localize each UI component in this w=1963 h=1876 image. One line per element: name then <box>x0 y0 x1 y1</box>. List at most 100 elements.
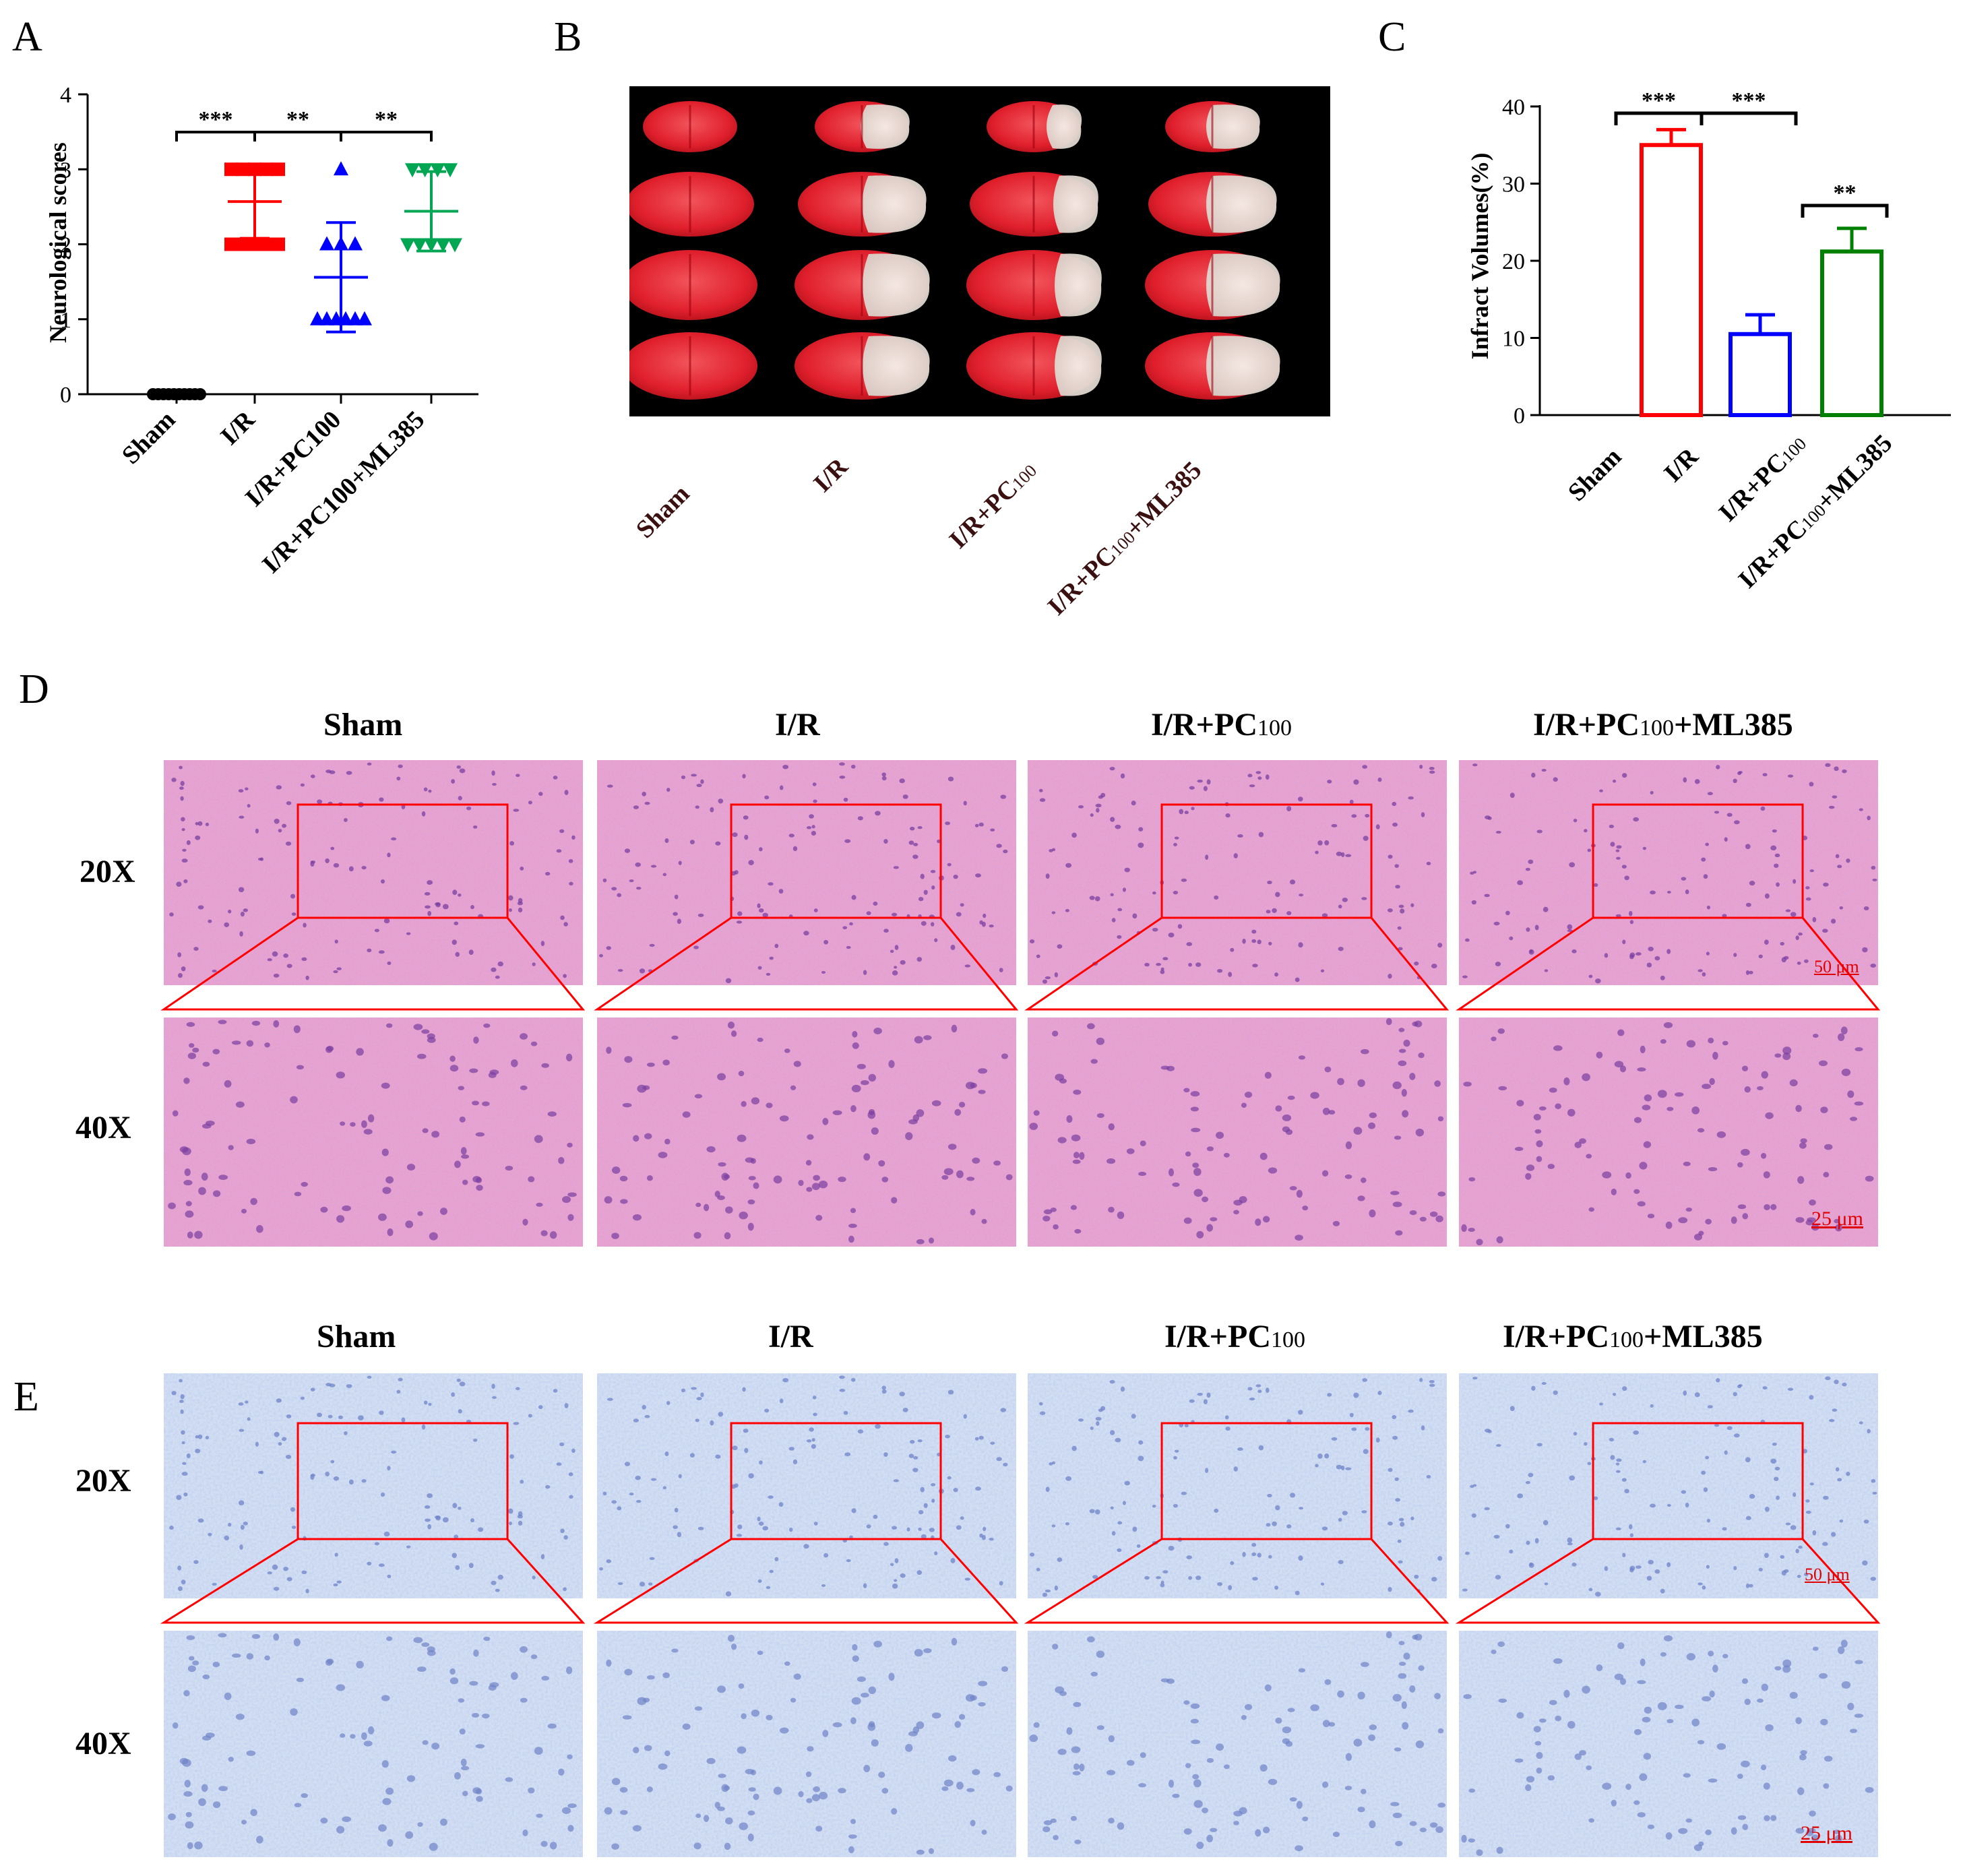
d-scalebar-40x: 25 μm <box>1811 1208 1863 1230</box>
cell <box>1461 1835 1467 1843</box>
cell <box>1470 871 1474 875</box>
cell <box>1337 1077 1344 1086</box>
cell <box>1588 1207 1594 1212</box>
cell <box>1162 957 1169 961</box>
cell <box>1639 1162 1648 1170</box>
cell <box>892 970 898 976</box>
cell <box>693 1842 702 1850</box>
cell <box>1197 1392 1203 1396</box>
cell <box>1408 796 1414 800</box>
cell <box>1584 1442 1588 1446</box>
cell <box>1797 1787 1805 1795</box>
cell <box>599 953 603 958</box>
cell <box>606 1559 611 1563</box>
cell <box>1737 1204 1747 1210</box>
cell <box>1830 918 1836 924</box>
cell <box>385 1176 394 1184</box>
cell <box>1555 1715 1561 1722</box>
cell <box>228 909 232 914</box>
cell <box>406 932 411 935</box>
cell <box>1368 1122 1376 1129</box>
cell <box>815 1825 823 1832</box>
cell <box>427 880 433 885</box>
cell <box>993 1772 1001 1778</box>
cell <box>1402 1110 1409 1118</box>
significance-label: *** <box>199 107 233 132</box>
cell <box>507 1508 513 1514</box>
cell <box>718 799 724 804</box>
cell <box>274 1431 280 1437</box>
cell <box>839 762 845 766</box>
e-col-header-ir-pc100: I/R+PC100 <box>1164 1319 1306 1354</box>
cell <box>1498 1086 1507 1091</box>
cell <box>1629 1533 1634 1538</box>
cell <box>983 1526 987 1532</box>
cell <box>619 1787 628 1793</box>
cell <box>336 967 342 970</box>
cell <box>305 1588 309 1594</box>
cell <box>1079 1763 1085 1772</box>
cell <box>863 1153 871 1161</box>
cell <box>1289 879 1296 885</box>
cell <box>1264 1071 1272 1079</box>
cell <box>875 1424 881 1429</box>
cell <box>1206 779 1211 785</box>
cell <box>1870 1576 1877 1581</box>
cell <box>1820 1718 1828 1726</box>
cell <box>545 871 551 876</box>
tissue-texture <box>1459 1373 1878 1598</box>
cell <box>691 1387 697 1390</box>
cell <box>611 1232 619 1239</box>
cell <box>1435 1215 1443 1222</box>
brain-slices-image <box>623 101 1280 400</box>
cell <box>1534 1538 1539 1544</box>
cell <box>1616 856 1621 860</box>
cell <box>725 1591 732 1597</box>
cell <box>1216 1743 1224 1751</box>
cell <box>812 1396 817 1400</box>
cell <box>1666 1718 1674 1724</box>
cell <box>195 1435 199 1439</box>
cell <box>1774 863 1779 868</box>
cell <box>1390 1191 1400 1195</box>
cell <box>852 1655 859 1662</box>
cell <box>1327 780 1332 784</box>
cell <box>788 1527 793 1532</box>
cell <box>1299 1507 1304 1510</box>
cell <box>1138 1456 1144 1462</box>
zoom-connector <box>160 916 586 1011</box>
cell <box>918 897 924 902</box>
cell <box>291 1526 297 1529</box>
cell <box>863 1583 867 1588</box>
cell <box>350 1734 356 1739</box>
cell <box>1338 1518 1342 1522</box>
cell <box>1375 824 1380 830</box>
cell <box>1706 951 1710 956</box>
cell <box>844 839 851 843</box>
cell <box>1567 1542 1573 1546</box>
cell <box>1132 913 1138 919</box>
cell <box>1210 1217 1218 1222</box>
cell <box>873 1027 882 1034</box>
cell <box>1042 1215 1051 1222</box>
cell <box>1586 1154 1592 1159</box>
zoom-region-box <box>730 1422 942 1540</box>
cell <box>1120 773 1125 779</box>
cell <box>717 1806 725 1811</box>
e-row-label-40x: 40X <box>75 1726 131 1761</box>
cell <box>1855 1660 1863 1664</box>
cell <box>1762 773 1768 777</box>
cell <box>1809 869 1814 873</box>
cell <box>1748 1584 1753 1588</box>
cell <box>1152 892 1156 895</box>
cell <box>363 1129 373 1135</box>
cell <box>278 828 282 833</box>
cell <box>1646 962 1652 968</box>
cell <box>1115 824 1121 830</box>
cell <box>1795 1717 1802 1724</box>
cell <box>1415 1740 1425 1749</box>
cell <box>1463 1082 1472 1087</box>
cell <box>1045 1589 1051 1593</box>
cell <box>559 829 565 834</box>
